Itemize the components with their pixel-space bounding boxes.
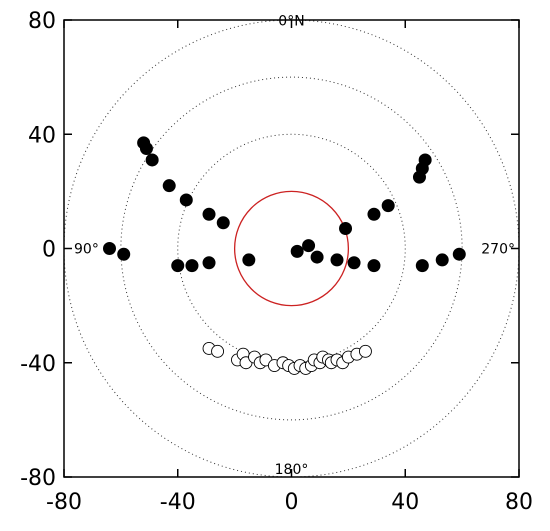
- direction-north-label: 0°N: [278, 14, 304, 30]
- x-tick-label-40: 40: [391, 490, 419, 515]
- red-circle-r20: [233, 190, 350, 307]
- filled-point-0: [103, 242, 116, 255]
- x-tick-label-80: 80: [505, 490, 533, 515]
- filled-point-15: [310, 250, 324, 264]
- x-tick-label--40: -40: [160, 490, 196, 515]
- dotted-circle-r40: [177, 133, 406, 364]
- filled-point-11: [202, 256, 216, 270]
- filled-point-4: [145, 153, 159, 167]
- filled-point-26: [435, 253, 449, 267]
- filled-point-7: [202, 207, 216, 221]
- open-point-24: [358, 344, 372, 358]
- y-tick-label-80: 80: [28, 9, 56, 34]
- direction-east-label: 90°: [74, 242, 99, 258]
- y-tick-label-0: 0: [42, 238, 56, 263]
- filled-point-10: [185, 259, 199, 273]
- filled-point-12: [242, 253, 256, 267]
- filled-point-14: [302, 239, 316, 253]
- filled-point-17: [339, 222, 353, 236]
- direction-south-label: 180°: [275, 462, 309, 478]
- y-tick-label-40: 40: [28, 123, 56, 148]
- filled-point-6: [179, 193, 193, 207]
- x-tick-label--80: -80: [46, 490, 82, 515]
- direction-west-label: 270°: [481, 242, 515, 258]
- y-tick-label--40: -40: [20, 352, 56, 377]
- filled-point-19: [367, 259, 381, 273]
- filled-point-1: [117, 247, 131, 261]
- filled-point-21: [381, 199, 395, 213]
- x-tick-label-0: 0: [285, 490, 299, 515]
- filled-point-8: [216, 216, 230, 230]
- filled-point-25: [415, 259, 429, 273]
- data-points: [103, 136, 466, 375]
- filled-point-27: [452, 247, 466, 261]
- filled-point-24: [418, 153, 432, 167]
- filled-point-9: [171, 259, 185, 273]
- filled-point-3: [139, 142, 153, 156]
- filled-point-13: [290, 244, 304, 258]
- y-tick-label--80: -80: [20, 466, 56, 491]
- axis-tick-labels: -80 -40 0 40 80 -80 -40 0 40 80: [20, 9, 533, 515]
- open-point-1: [211, 344, 225, 358]
- filled-point-20: [367, 207, 381, 221]
- filled-point-18: [347, 256, 361, 270]
- filled-point-5: [162, 179, 176, 193]
- filled-point-16: [330, 253, 344, 267]
- direction-labels: 0°N 180° 90° 270°: [74, 14, 515, 478]
- axis-ticks: [63, 19, 520, 478]
